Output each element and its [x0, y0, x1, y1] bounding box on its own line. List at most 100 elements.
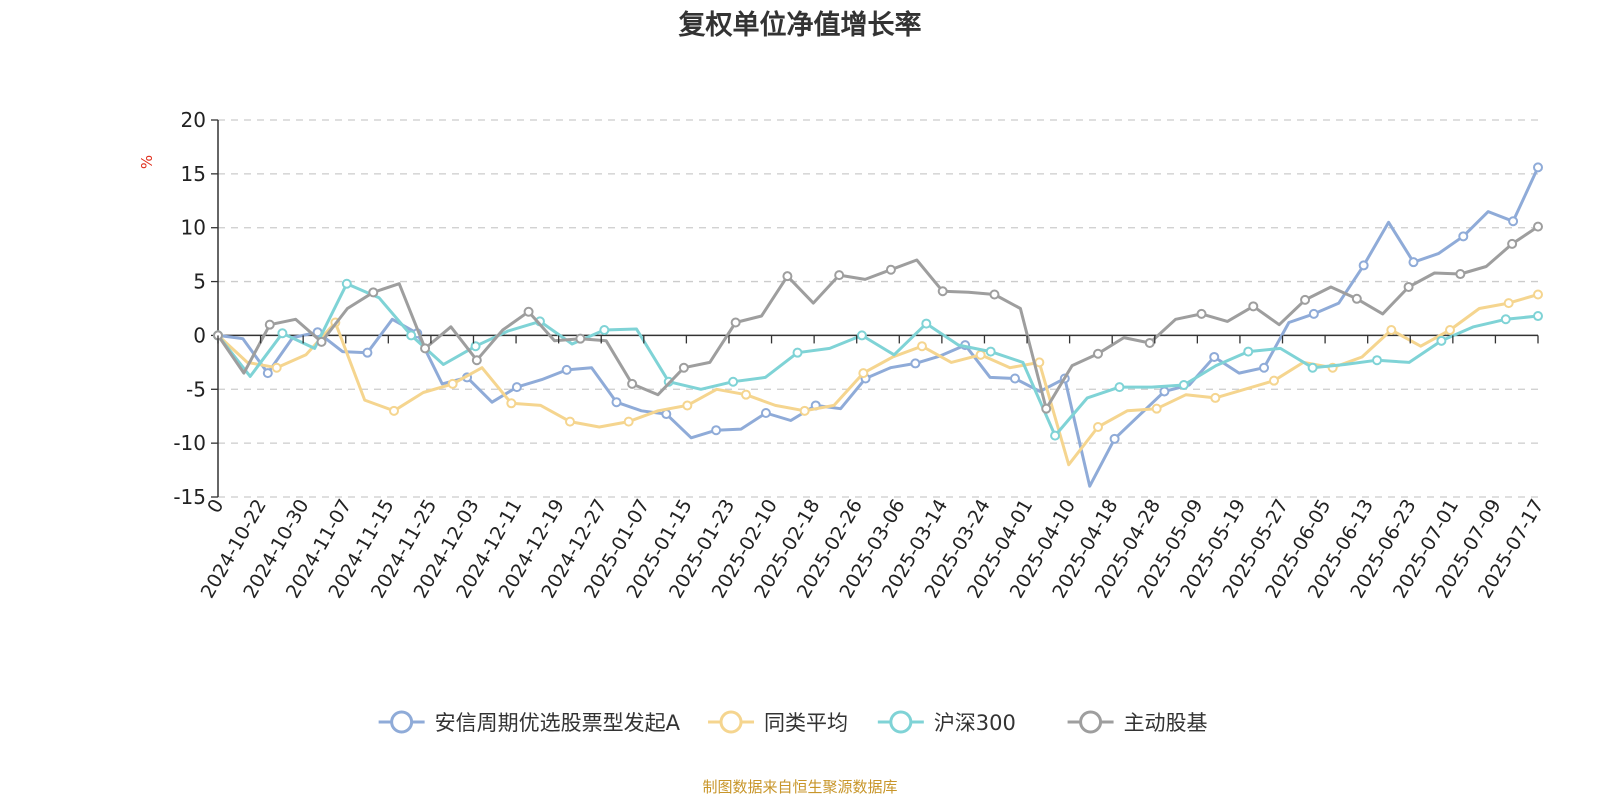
- data-point: [858, 368, 869, 379]
- data-point: [1351, 293, 1362, 304]
- legend-marker-icon: [1079, 710, 1103, 734]
- data-point: [1372, 355, 1383, 366]
- data-point: [985, 346, 996, 357]
- data-point: [1503, 298, 1514, 309]
- data-point: [470, 341, 481, 352]
- series-2: [213, 289, 1543, 467]
- x-tick-label: 0: [203, 496, 228, 517]
- data-point: [1500, 314, 1511, 325]
- data-point: [1109, 433, 1120, 444]
- data-point: [389, 405, 399, 416]
- legend-label: 主动股基: [1124, 711, 1208, 735]
- data-point: [834, 270, 845, 281]
- data-point: [792, 347, 803, 358]
- legend-label: 沪深300: [934, 711, 1016, 735]
- data-point: [1050, 430, 1061, 441]
- data-point: [1455, 269, 1466, 280]
- y-tick-label: 0: [193, 323, 206, 347]
- data-point: [1093, 348, 1103, 359]
- data-point: [1269, 375, 1279, 386]
- data-point: [262, 368, 273, 379]
- data-point: [1508, 216, 1519, 227]
- data-point: [264, 319, 275, 330]
- data-point: [711, 425, 722, 436]
- data-point: [1408, 257, 1419, 268]
- data-point: [1243, 346, 1254, 357]
- legend-marker-icon: [390, 710, 414, 734]
- data-point: [523, 306, 534, 317]
- y-tick-label: -15: [173, 485, 206, 509]
- data-point: [1403, 281, 1414, 292]
- data-point: [1178, 379, 1189, 390]
- data-point: [506, 398, 517, 409]
- data-point: [885, 264, 896, 275]
- series-4: [213, 221, 1543, 414]
- data-point: [760, 407, 771, 418]
- data-point: [1507, 238, 1518, 249]
- data-point: [1358, 260, 1369, 271]
- series-3: [213, 278, 1543, 441]
- data-point: [921, 318, 932, 329]
- data-point: [1210, 392, 1221, 403]
- data-point: [1300, 294, 1311, 305]
- data-point: [678, 362, 689, 373]
- data-point: [1196, 308, 1207, 319]
- data-point: [730, 317, 741, 328]
- legend-item[interactable]: 沪深300: [877, 710, 1016, 735]
- data-point: [1009, 373, 1020, 384]
- legend-marker-icon: [889, 710, 913, 734]
- chart-title: 复权单位净值增长率: [679, 9, 922, 41]
- grid: [218, 119, 1538, 498]
- legend-item[interactable]: 同类平均: [708, 710, 848, 735]
- y-tick-label: 20: [181, 108, 206, 132]
- legend[interactable]: 安信周期优选股票型发起A 同类平均 沪深300 主动股基: [378, 710, 1208, 735]
- data-point: [1259, 362, 1270, 373]
- data-point: [611, 397, 622, 408]
- y-tick-label: -10: [173, 431, 206, 455]
- data-point: [1209, 351, 1220, 362]
- data-point: [917, 341, 927, 352]
- data-point: [1533, 221, 1543, 232]
- data-point: [1144, 337, 1155, 348]
- data-point: [799, 405, 810, 416]
- data-point: [471, 355, 482, 366]
- data-point: [1307, 362, 1318, 373]
- data-point: [1114, 382, 1125, 393]
- data-point: [1533, 162, 1543, 173]
- data-point: [682, 400, 693, 411]
- data-point: [561, 364, 572, 375]
- data-point: [406, 330, 417, 341]
- data-point: [1386, 325, 1397, 336]
- series-line: [216, 293, 1540, 467]
- legend-item[interactable]: 主动股基: [1067, 710, 1208, 735]
- series-lines: [213, 162, 1543, 488]
- data-point: [316, 336, 327, 347]
- series-1: [213, 162, 1543, 488]
- data-source-note: 制图数据来自恒生聚源数据库: [702, 778, 897, 796]
- series-line: [216, 225, 1540, 411]
- legend-item[interactable]: 安信周期优选股票型发起A: [378, 710, 681, 735]
- y-tick-label: 15: [181, 162, 206, 186]
- data-point: [989, 289, 1000, 300]
- data-point: [975, 349, 986, 360]
- data-point: [271, 362, 282, 373]
- data-point: [447, 378, 458, 389]
- legend-label: 同类平均: [764, 711, 848, 735]
- data-point: [1159, 386, 1170, 397]
- data-point: [1533, 311, 1543, 322]
- data-point: [910, 358, 921, 369]
- data-point: [1458, 231, 1469, 242]
- data-point: [1308, 308, 1319, 319]
- data-point: [627, 378, 638, 389]
- data-point: [1151, 403, 1162, 414]
- legend-label: 安信周期优选股票型发起A: [435, 711, 681, 735]
- data-point: [341, 278, 352, 289]
- data-point: [623, 416, 634, 427]
- y-tick-label: 5: [193, 270, 206, 294]
- data-point: [362, 347, 373, 358]
- data-point: [728, 376, 739, 387]
- data-point: [856, 330, 867, 341]
- series-line: [216, 282, 1540, 438]
- data-point: [599, 325, 610, 336]
- data-point: [511, 382, 522, 393]
